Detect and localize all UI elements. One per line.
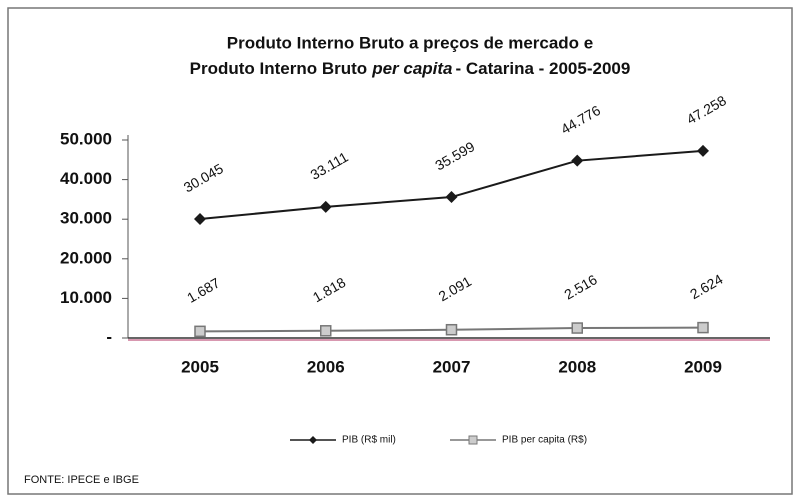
title-part: Produto Interno Bruto xyxy=(190,59,368,78)
y-tick-label: 10.000 xyxy=(60,288,112,307)
y-tick-label: 30.000 xyxy=(60,209,112,228)
point xyxy=(571,154,584,167)
x-tick-label: 2005 xyxy=(181,357,219,376)
point xyxy=(319,200,332,213)
point xyxy=(194,325,206,338)
legend-marker xyxy=(468,435,478,445)
x-tick-label: 2006 xyxy=(307,357,345,376)
x-tick-label: 2008 xyxy=(558,357,596,376)
chart-frame xyxy=(7,7,793,495)
chart-title: Produto Interno Bruto per capita - Catarin… xyxy=(190,59,631,78)
title-part: - Catarina - 2005-2009 xyxy=(456,59,631,78)
title-part: per capita xyxy=(371,59,452,78)
legend-label: PIB per capita (R$) xyxy=(502,435,587,446)
point xyxy=(571,322,583,334)
y-tick-label: 20.000 xyxy=(60,248,112,267)
point xyxy=(697,321,709,334)
chart-title: Produto Interno Bruto a preços de mercad… xyxy=(227,33,594,52)
x-tick-label: 2007 xyxy=(433,357,471,376)
source-note: FONTE: IPECE e IBGE xyxy=(24,474,139,486)
legend-marker xyxy=(309,436,317,444)
point xyxy=(194,213,206,226)
point xyxy=(445,191,458,204)
legend-label: PIB (R$ mil) xyxy=(342,435,396,446)
y-tick-label: 40.000 xyxy=(60,169,112,188)
x-tick-label: 2009 xyxy=(684,357,722,376)
point xyxy=(445,323,458,336)
point xyxy=(697,144,709,157)
y-tick-label: 50.000 xyxy=(60,129,112,148)
y-tick-label: - xyxy=(106,327,112,346)
point xyxy=(320,325,332,337)
